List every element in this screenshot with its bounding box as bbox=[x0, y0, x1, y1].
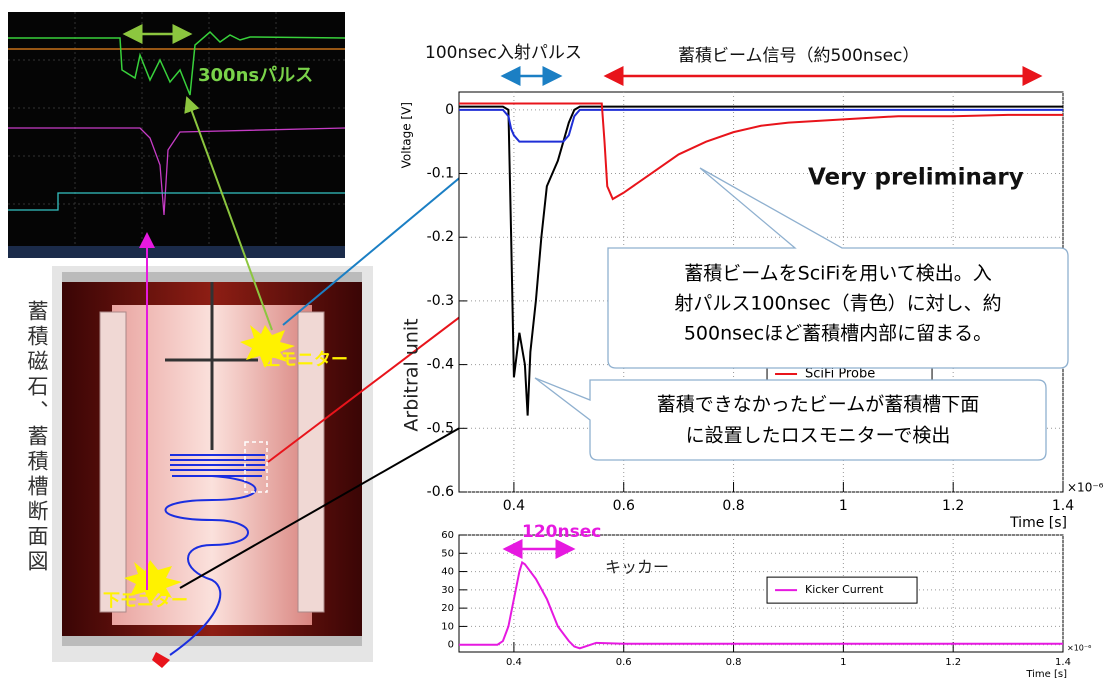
callout-line: 射パルス100nsec（青色）に対し、約 bbox=[674, 293, 1001, 315]
x-tick-label: 1.2 bbox=[942, 498, 964, 514]
lower-monitor-label: 下モニター bbox=[103, 591, 188, 611]
y-tick-label: 0 bbox=[448, 640, 454, 651]
y-tick-label: -0.5 bbox=[427, 420, 454, 436]
callout-line: 500nsecほど蓄積槽内部に留まる。 bbox=[684, 323, 992, 345]
y-tick-label: 50 bbox=[441, 548, 454, 559]
x-multiplier: ×10⁻⁶ bbox=[1067, 644, 1091, 653]
y-tick-label: -0.2 bbox=[427, 229, 454, 245]
y-tick-label: 30 bbox=[441, 585, 454, 596]
signal-label: 蓄積ビーム信号（約500nsec） bbox=[678, 46, 919, 66]
y-tick-label: 0 bbox=[445, 102, 454, 118]
x-tick-label: 0.6 bbox=[616, 657, 632, 668]
oscilloscope: 300nsパルス bbox=[8, 12, 345, 258]
legend-label: Kicker Current bbox=[805, 583, 884, 596]
y-tick-label: -0.4 bbox=[427, 357, 454, 373]
x-tick-label: 1.2 bbox=[945, 657, 961, 668]
preliminary-label: Very preliminary bbox=[808, 165, 1024, 191]
callout-line: 蓄積ビームをSciFiを用いて検出。入 bbox=[684, 263, 991, 285]
x-tick-label: 1 bbox=[839, 498, 848, 514]
x-tick-label: 0.6 bbox=[613, 498, 635, 514]
pulse-label: 100nsec入射パルス bbox=[425, 43, 582, 63]
page: 300nsパルス 上モニター 下モニター 100nsec入射パルス 蓄積ビーム信… bbox=[0, 0, 1106, 678]
y-tick-label: 20 bbox=[441, 603, 454, 614]
y-axis-label: Voltage [V] bbox=[400, 102, 414, 168]
kicker-width-label: 120nsec bbox=[522, 522, 601, 542]
callout-line: 蓄積できなかったビームが蓄積槽下面 bbox=[657, 394, 979, 416]
slide: 300nsパルス 上モニター 下モニター 100nsec入射パルス 蓄積ビーム信… bbox=[0, 0, 1106, 678]
y-tick-label: -0.6 bbox=[427, 484, 454, 500]
upper-monitor-label: 上モニター bbox=[263, 350, 348, 370]
storage-diagram: 上モニター 下モニター bbox=[52, 266, 373, 668]
x-tick-label: 0.4 bbox=[506, 657, 522, 668]
y-tick-label: 40 bbox=[441, 567, 454, 578]
x-multiplier: ×10⁻⁶ bbox=[1067, 481, 1104, 495]
kicker-label: キッカー bbox=[605, 558, 669, 577]
scope-label: 300nsパルス bbox=[198, 65, 313, 86]
x-tick-label: 1.4 bbox=[1052, 498, 1074, 514]
callout-line: に設置したロスモニターで検出 bbox=[686, 425, 951, 447]
x-tick-label: 0.8 bbox=[726, 657, 742, 668]
arbitrary-unit-label: Arbitral unit bbox=[401, 318, 423, 431]
y-tick-label: 60 bbox=[441, 530, 454, 541]
diagram-caption: 蓄積磁石、蓄積槽断面図 bbox=[24, 300, 50, 575]
x-axis-label: Time [s] bbox=[1009, 515, 1067, 531]
x-tick-label: 0.4 bbox=[503, 498, 525, 514]
callout-loss: 蓄積できなかったビームが蓄積槽下面 に設置したロスモニターで検出 bbox=[535, 378, 1046, 460]
x-axis-label: Time [s] bbox=[1025, 669, 1067, 678]
x-tick-label: 1.4 bbox=[1055, 657, 1071, 668]
x-tick-label: 1 bbox=[840, 657, 846, 668]
x-tick-label: 0.8 bbox=[722, 498, 744, 514]
y-tick-label: -0.3 bbox=[427, 293, 454, 309]
legend-label: SciFi Probe bbox=[805, 367, 875, 382]
y-tick-label: 10 bbox=[441, 621, 454, 632]
y-tick-label: -0.1 bbox=[427, 166, 454, 182]
plot-area bbox=[459, 535, 1063, 652]
